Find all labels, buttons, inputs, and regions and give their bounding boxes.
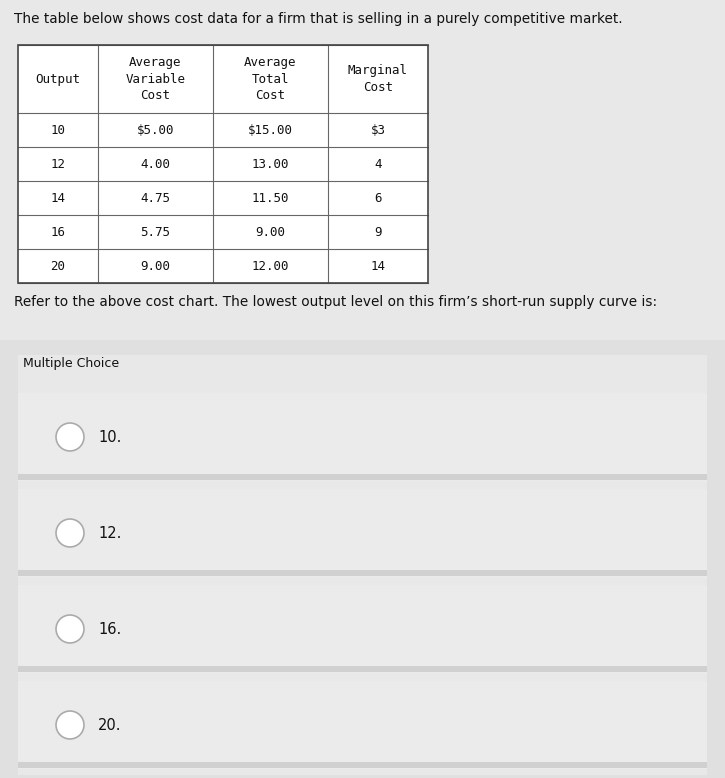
Bar [18,355,707,775]
Text: 5.75: 5.75 [141,226,170,239]
Text: 20.: 20. [98,717,122,733]
Text: 12.: 12. [98,525,121,541]
Text: $5.00: $5.00 [137,124,174,136]
Bar [18,45,428,283]
Text: 6: 6 [374,191,382,205]
Text: Average
Total
Cost: Average Total Cost [244,56,297,102]
Text: 12.00: 12.00 [252,260,289,272]
Circle shape [56,423,84,451]
Text: Marginal
Cost: Marginal Cost [348,65,408,94]
Text: 11.50: 11.50 [252,191,289,205]
Circle shape [56,711,84,739]
Text: 16: 16 [51,226,65,239]
Text: 4.00: 4.00 [141,157,170,170]
Text: Refer to the above cost chart. The lowest output level on this firm’s short-run : Refer to the above cost chart. The lowes… [14,295,657,309]
Text: Average
Variable
Cost: Average Variable Cost [125,56,186,102]
Text: $15.00: $15.00 [248,124,293,136]
Text: 4: 4 [374,157,382,170]
Text: 12: 12 [51,157,65,170]
Bar [18,393,707,481]
Bar [18,489,707,577]
Text: Multiple Choice: Multiple Choice [23,357,119,370]
Bar [0,340,725,778]
Bar [18,681,707,769]
Bar [18,474,707,480]
Text: 13.00: 13.00 [252,157,289,170]
Bar [18,762,707,768]
Bar [18,570,707,576]
Text: The table below shows cost data for a firm that is selling in a purely competiti: The table below shows cost data for a fi… [14,12,623,26]
Bar [18,666,707,672]
Text: 10: 10 [51,124,65,136]
Text: 14: 14 [370,260,386,272]
Circle shape [56,519,84,547]
Text: 4.75: 4.75 [141,191,170,205]
Circle shape [56,615,84,643]
Text: 9.00: 9.00 [255,226,286,239]
Bar [18,585,707,673]
Text: $3: $3 [370,124,386,136]
Text: 9: 9 [374,226,382,239]
Text: 14: 14 [51,191,65,205]
Bar [18,45,428,283]
Text: Output: Output [36,72,80,86]
Text: 16.: 16. [98,622,121,636]
Text: 10.: 10. [98,429,121,444]
Text: 20: 20 [51,260,65,272]
Text: 9.00: 9.00 [141,260,170,272]
